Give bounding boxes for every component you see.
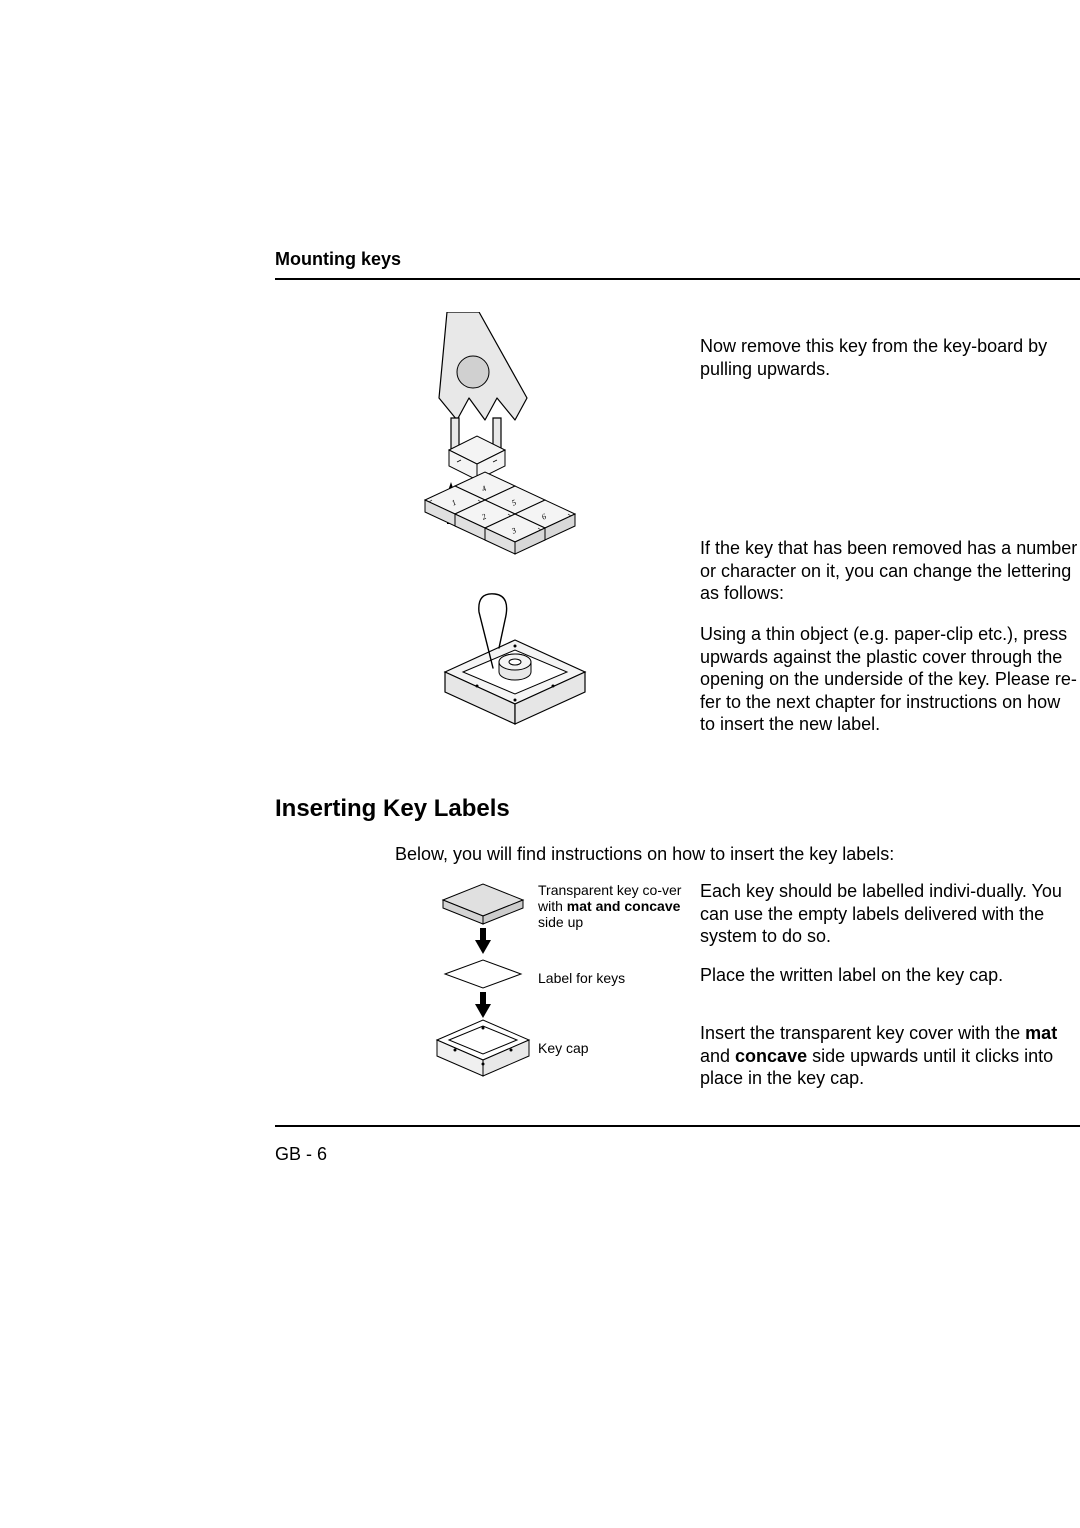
figure3-label-cover-bold: mat and concave — [567, 898, 681, 914]
page-number: GB - 6 — [275, 1144, 327, 1165]
p6-pre: Insert the transparent key cover with th… — [700, 1023, 1025, 1043]
paragraph-insert-cover: Insert the transparent key cover with th… — [700, 1022, 1080, 1090]
p6-bold1: mat — [1025, 1023, 1057, 1043]
figure3-label-sheet: Label for keys — [538, 970, 688, 986]
heading-inserting-key-labels: Inserting Key Labels — [275, 795, 510, 823]
p6-mid: and — [700, 1046, 735, 1066]
paragraph-remove-key: Now remove this key from the key-board b… — [700, 335, 1080, 380]
footer-rule — [275, 1125, 1080, 1127]
paragraph-place-label: Place the written label on the key cap. — [700, 964, 1080, 987]
paragraph-label-individually: Each key should be labelled indivi-duall… — [700, 880, 1080, 948]
figure-key-removal: 1 2 3 4 5 6 — [395, 312, 635, 752]
figure3-label-cover-post: side up — [538, 914, 583, 930]
paragraph-change-letter-intro: If the key that has been removed has a n… — [700, 537, 1080, 605]
p6-bold2: concave — [735, 1046, 807, 1066]
paragraph-intro-labels: Below, you will find instructions on how… — [395, 843, 1080, 866]
running-header: Mounting keys — [275, 249, 401, 270]
paragraph-paperclip: Using a thin object (e.g. paper-clip etc… — [700, 623, 1080, 736]
figure3-label-cover: Transparent key co-ver with mat and conc… — [538, 882, 688, 930]
header-rule — [275, 278, 1080, 280]
document-page: Mounting keys — [0, 0, 1080, 1528]
figure3-label-cap: Key cap — [538, 1040, 688, 1056]
